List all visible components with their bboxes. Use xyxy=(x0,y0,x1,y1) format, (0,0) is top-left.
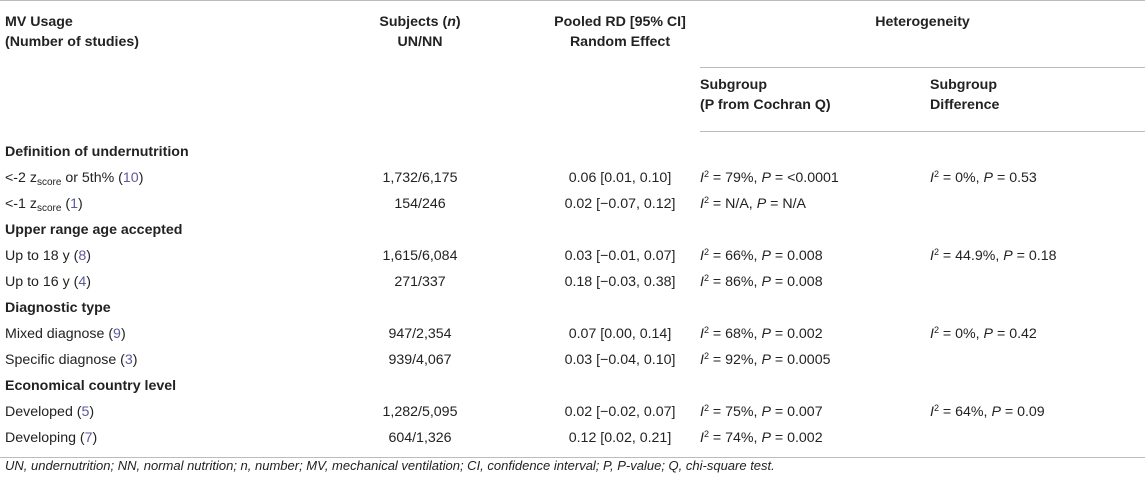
row-label: Developing (7) xyxy=(0,425,300,458)
section-title: Economical country level xyxy=(5,378,177,394)
table-row: Developed (5) 1,282/5,095 0.02 [−0.02, 0.0… xyxy=(0,399,1145,425)
study-count: 7 xyxy=(84,430,93,446)
header-pooled-rd: Pooled RD [95% CI] Random Effect xyxy=(554,14,686,50)
header-heterogeneity: Heterogeneity xyxy=(700,0,1145,68)
subgroup-difference-cell xyxy=(930,191,1145,217)
subgroup-difference-cell xyxy=(930,269,1145,295)
header-mv-usage: MV Usage (Number of studies) xyxy=(5,14,139,50)
subjects-cell: 1,732/6,175 xyxy=(382,170,458,186)
header-subgroup-cochran: Subgroup (P from Cochran Q) xyxy=(700,67,930,132)
results-table: MV Usage (Number of studies) Subjects (n… xyxy=(0,0,1145,458)
study-count: 8 xyxy=(78,248,87,264)
subgroup-difference-cell: I2 = 44.9%, P = 0.18 xyxy=(930,247,1057,265)
section-title: Definition of undernutrition xyxy=(5,144,189,160)
subgroup-heterogeneity-cell: I2 = 92%, P = 0.0005 xyxy=(700,351,831,369)
subjects-cell: 1,615/6,084 xyxy=(382,248,458,264)
subjects-cell: 1,282/5,095 xyxy=(382,404,458,420)
subgroup-heterogeneity-cell: I2 = 68%, P = 0.002 xyxy=(700,325,823,343)
table-body: Definition of undernutrition <-2 zscore o… xyxy=(0,132,1145,458)
table-row: <-1 zscore (1) 154/246 0.02 [−0.07, 0.12] I… xyxy=(0,191,1145,217)
row-label: <-2 zscore or 5th% (10) xyxy=(5,170,144,188)
table-footnote: UN, undernutrition; NN, normal nutrition… xyxy=(5,458,775,473)
section-header-row: Economical country level xyxy=(0,373,1145,399)
table-row: Specific diagnose (3) 939/4,067 0.03 [−0.0… xyxy=(0,347,1145,373)
row-label: Up to 16 y (4) xyxy=(5,274,91,290)
pooled-rd-cell: 0.03 [−0.01, 0.07] xyxy=(564,248,676,264)
subgroup-heterogeneity-cell: I2 = 75%, P = 0.007 xyxy=(700,403,823,421)
subjects-cell: 604/1,326 xyxy=(300,425,540,458)
study-count: 1 xyxy=(70,196,78,212)
pooled-rd-cell: 0.12 [0.02, 0.21] xyxy=(540,425,700,458)
subgroup-heterogeneity-cell: I2 = 74%, P = 0.002 xyxy=(700,425,930,458)
pooled-rd-cell: 0.03 [−0.04, 0.10] xyxy=(564,352,676,368)
row-label: Specific diagnose (3) xyxy=(5,352,138,368)
subgroup-heterogeneity-cell: I2 = 79%, P = <0.0001 xyxy=(700,169,839,187)
subgroup-heterogeneity-cell: I2 = 86%, P = 0.008 xyxy=(700,273,823,291)
subjects-cell: 271/337 xyxy=(394,274,446,290)
section-header-row: Definition of undernutrition xyxy=(0,132,1145,166)
section-header-row: Diagnostic type xyxy=(0,295,1145,321)
subjects-cell: 947/2,354 xyxy=(388,326,452,342)
table-row: Mixed diagnose (9) 947/2,354 0.07 [0.00, 0… xyxy=(0,321,1145,347)
study-count: 10 xyxy=(122,170,139,186)
pooled-rd-cell: 0.07 [0.00, 0.14] xyxy=(568,326,672,342)
header-subjects: Subjects (n) UN/NN xyxy=(379,14,461,50)
pooled-rd-cell: 0.06 [0.01, 0.10] xyxy=(568,170,672,186)
row-label: Up to 18 y (8) xyxy=(5,248,91,264)
subgroup-difference-cell: I2 = 0%, P = 0.42 xyxy=(930,325,1037,343)
subgroup-heterogeneity-cell: I2 = N/A, P = N/A xyxy=(700,195,806,213)
study-count: 4 xyxy=(78,274,87,290)
subgroup-difference-cell xyxy=(930,425,1145,458)
subgroup-difference-cell xyxy=(930,347,1145,373)
study-count: 9 xyxy=(113,326,121,342)
subgroup-difference-cell: I2 = 0%, P = 0.53 xyxy=(930,169,1037,187)
table-row: <-2 zscore or 5th% (10) 1,732/6,175 0.06 [… xyxy=(0,165,1145,191)
study-count: 5 xyxy=(81,404,90,420)
section-title: Diagnostic type xyxy=(5,300,111,316)
table-row: Up to 18 y (8) 1,615/6,084 0.03 [−0.01, 0.… xyxy=(0,243,1145,269)
section-header-row: Upper range age accepted xyxy=(0,217,1145,243)
pooled-rd-cell: 0.18 [−0.03, 0.38] xyxy=(564,274,676,290)
subjects-cell: 939/4,067 xyxy=(388,352,452,368)
row-label: <-1 zscore (1) xyxy=(5,196,83,214)
subgroup-heterogeneity-cell: I2 = 66%, P = 0.008 xyxy=(700,247,823,265)
header-subgroup-difference: Subgroup Difference xyxy=(930,67,1145,132)
header-row: MV Usage (Number of studies) Subjects (n… xyxy=(0,0,1145,68)
pooled-rd-cell: 0.02 [−0.07, 0.12] xyxy=(564,196,676,212)
pooled-rd-cell: 0.02 [−0.02, 0.07] xyxy=(564,404,676,420)
row-label: Developed (5) xyxy=(5,404,95,420)
table-row: Up to 16 y (4) 271/337 0.18 [−0.03, 0.38] I… xyxy=(0,269,1145,295)
study-count: 3 xyxy=(124,352,133,368)
subgroup-difference-cell: I2 = 64%, P = 0.09 xyxy=(930,403,1045,421)
section-title: Upper range age accepted xyxy=(5,222,183,238)
row-label: Mixed diagnose (9) xyxy=(5,326,126,342)
subjects-cell: 154/246 xyxy=(394,196,446,212)
table-row: Developing (7) 604/1,326 0.12 [0.02, 0.21]… xyxy=(0,425,1145,458)
header-subrow: Subgroup (P from Cochran Q) Subgroup Dif… xyxy=(0,67,1145,132)
